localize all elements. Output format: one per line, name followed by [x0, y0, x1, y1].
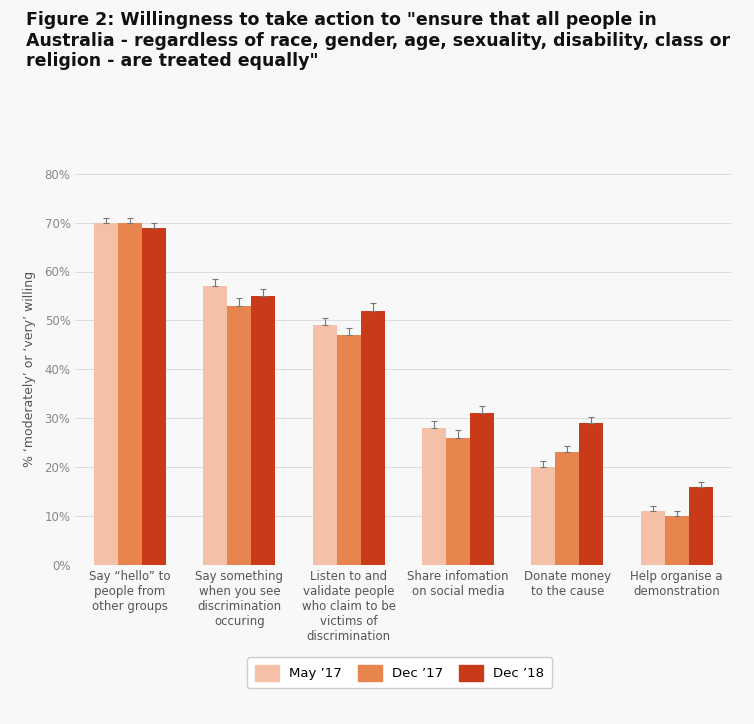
Bar [470, 413, 494, 565]
Bar [641, 511, 665, 565]
Bar [94, 223, 118, 565]
Bar [665, 515, 688, 565]
Bar [360, 311, 385, 565]
Bar [688, 487, 713, 565]
Bar [313, 325, 337, 565]
Bar [579, 423, 603, 565]
Bar [118, 223, 142, 565]
Bar [337, 335, 360, 565]
Bar [142, 227, 166, 565]
Bar [251, 296, 275, 565]
Bar [446, 437, 470, 565]
Bar [422, 428, 446, 565]
Bar [204, 286, 228, 565]
Bar [228, 306, 251, 565]
Y-axis label: % ‘moderately’ or ‘very’ willing: % ‘moderately’ or ‘very’ willing [23, 272, 36, 467]
Legend: May ’17, Dec ’17, Dec ’18: May ’17, Dec ’17, Dec ’18 [247, 657, 552, 689]
Text: Figure 2: Willingness to take action to "ensure that all people in
Australia - r: Figure 2: Willingness to take action to … [26, 11, 731, 70]
Bar [556, 452, 579, 565]
Bar [532, 467, 556, 565]
